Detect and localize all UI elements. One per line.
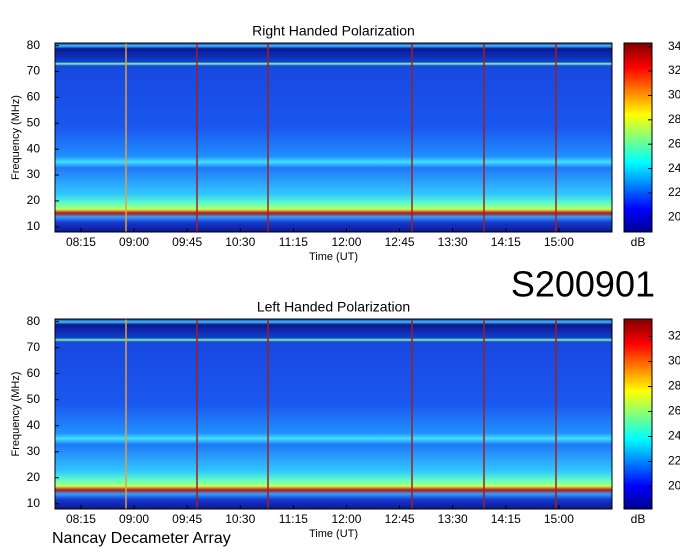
- x-tick-label: 13:30: [438, 235, 468, 249]
- x-tick-label: 09:45: [172, 512, 202, 526]
- y-tick-label: 50: [27, 392, 41, 406]
- colorbar: [623, 42, 653, 233]
- y-tick-label: 30: [27, 167, 41, 181]
- colorbar-tick-label: 26: [668, 136, 680, 150]
- y-tick-label: 10: [27, 219, 41, 233]
- colorbar-tick-label: 30: [668, 88, 680, 102]
- colorbar-tick-label: 30: [668, 354, 680, 368]
- colorbar-tick-label: 32: [668, 329, 680, 343]
- y-tick-label: 20: [27, 470, 41, 484]
- colorbar-label: dB: [631, 235, 646, 249]
- colorbar-tick-label: 20: [668, 210, 680, 224]
- x-tick-label: 15:00: [544, 512, 574, 526]
- x-tick-label: 14:15: [491, 512, 521, 526]
- colorbar-tick-label: 32: [668, 63, 680, 77]
- x-tick-label: 09:00: [119, 235, 149, 249]
- y-tick-label: 20: [27, 193, 41, 207]
- y-tick-label: 10: [27, 496, 41, 510]
- x-tick-label: 13:30: [438, 512, 468, 526]
- colorbar-tick-label: 22: [668, 185, 680, 199]
- x-tick-label: 12:45: [385, 512, 415, 526]
- colorbar-tick-label: 34: [668, 39, 680, 53]
- colorbar-tick-label: 22: [668, 454, 680, 468]
- y-tick-label: 30: [27, 444, 41, 458]
- y-axis-label: Frequency (MHz): [10, 95, 22, 180]
- colorbar-tick-label: 20: [668, 479, 680, 493]
- x-axis-label: Time (UT): [309, 528, 358, 540]
- plot-frame: [54, 318, 613, 510]
- y-tick-label: 80: [27, 314, 41, 328]
- y-tick-label: 80: [27, 38, 41, 52]
- colorbar-tick-label: 28: [668, 379, 680, 393]
- y-tick-label: 50: [27, 115, 41, 129]
- station-label: S200901: [511, 264, 655, 305]
- y-axis-label: Frequency (MHz): [10, 372, 22, 457]
- x-tick-label: 08:15: [66, 235, 96, 249]
- x-tick-label: 12:00: [331, 235, 361, 249]
- x-tick-label: 09:00: [119, 512, 149, 526]
- instrument-label: Nancay Decameter Array: [52, 530, 231, 547]
- spectrogram: [55, 319, 612, 509]
- x-tick-label: 10:30: [225, 235, 255, 249]
- y-tick-label: 60: [27, 90, 41, 104]
- x-tick-label: 10:30: [225, 512, 255, 526]
- x-tick-label: 11:15: [279, 512, 308, 526]
- plot-frame: [54, 42, 613, 233]
- colorbar-label: dB: [631, 512, 646, 526]
- y-tick-label: 40: [27, 418, 41, 432]
- colorbar-tick-label: 26: [668, 404, 680, 418]
- x-tick-label: 11:15: [279, 235, 308, 249]
- y-tick-label: 70: [27, 64, 41, 78]
- x-tick-label: 12:45: [385, 235, 415, 249]
- x-axis-label: Time (UT): [309, 251, 358, 263]
- colorbar: [623, 318, 653, 510]
- chart-title: Right Handed Polarization: [252, 23, 415, 39]
- colorbar-tick-label: 28: [668, 112, 680, 126]
- y-tick-label: 60: [27, 366, 41, 380]
- x-tick-label: 08:15: [66, 512, 96, 526]
- spectrogram: [55, 43, 612, 232]
- chart-title: Left Handed Polarization: [257, 299, 410, 315]
- x-tick-label: 12:00: [331, 512, 361, 526]
- colorbar-tick-label: 24: [668, 161, 680, 175]
- y-tick-label: 70: [27, 340, 41, 354]
- x-tick-label: 14:15: [491, 235, 521, 249]
- y-tick-label: 40: [27, 141, 41, 155]
- x-tick-label: 15:00: [544, 235, 574, 249]
- x-tick-label: 09:45: [172, 235, 202, 249]
- colorbar-tick-label: 24: [668, 429, 680, 443]
